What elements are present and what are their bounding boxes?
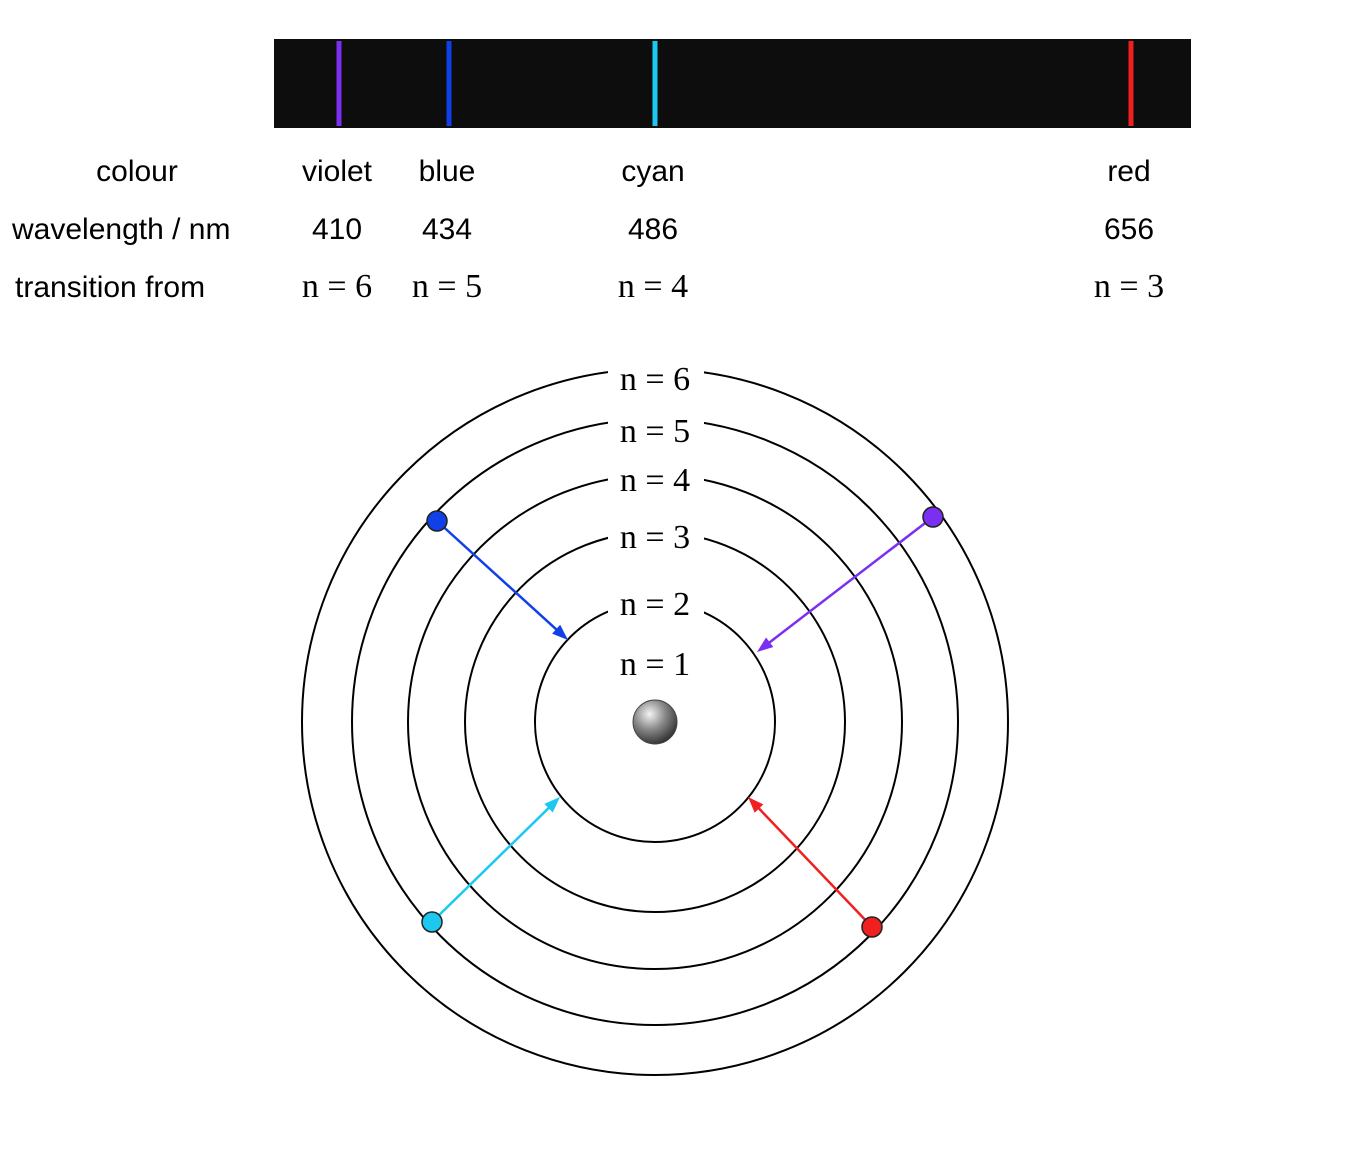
electron <box>922 506 944 528</box>
orbit-label: n = 6 <box>620 361 690 398</box>
spectrum-bar <box>274 39 1191 128</box>
colour-name: blue <box>419 155 476 188</box>
colour-name: red <box>1107 155 1150 188</box>
label-gap <box>608 589 704 619</box>
spectral-line <box>652 41 658 126</box>
row-label: transition from <box>15 271 205 304</box>
wavelength: 410 <box>312 213 362 246</box>
spectral-line <box>336 41 342 126</box>
wavelength: 486 <box>628 213 678 246</box>
label-gap <box>608 465 704 495</box>
orbit-label: n = 5 <box>620 413 690 450</box>
electron <box>421 911 443 933</box>
orbit-label: n = 3 <box>620 519 690 556</box>
orbit-label: n = 1 <box>620 646 690 683</box>
wavelength: 434 <box>422 213 472 246</box>
transition-arrow <box>755 805 873 928</box>
colour-name: violet <box>302 155 373 188</box>
transition: n = 5 <box>412 268 482 305</box>
spectral-line <box>1128 41 1134 126</box>
arrow-head <box>552 624 568 640</box>
electron <box>861 916 883 938</box>
arrow-head <box>748 797 764 813</box>
transition-arrow <box>431 805 552 923</box>
transition: n = 6 <box>302 268 372 305</box>
label-gap <box>608 364 704 394</box>
row-label: wavelength / nm <box>11 213 230 246</box>
transition: n = 4 <box>618 268 688 305</box>
orbit-label: n = 2 <box>620 586 690 623</box>
spectral-line <box>446 41 452 126</box>
wavelength: 656 <box>1104 213 1154 246</box>
label-gap <box>608 416 704 446</box>
row-label: colour <box>96 155 178 188</box>
transition: n = 3 <box>1094 268 1164 305</box>
arrow-head <box>544 797 560 813</box>
transition-arrow <box>766 516 934 646</box>
electron <box>426 510 448 532</box>
orbit-label: n = 4 <box>620 462 690 499</box>
transition-arrow <box>436 520 560 633</box>
arrow-head <box>757 637 774 652</box>
nucleus <box>632 699 678 745</box>
colour-name: cyan <box>621 155 684 188</box>
label-gap <box>608 522 704 552</box>
